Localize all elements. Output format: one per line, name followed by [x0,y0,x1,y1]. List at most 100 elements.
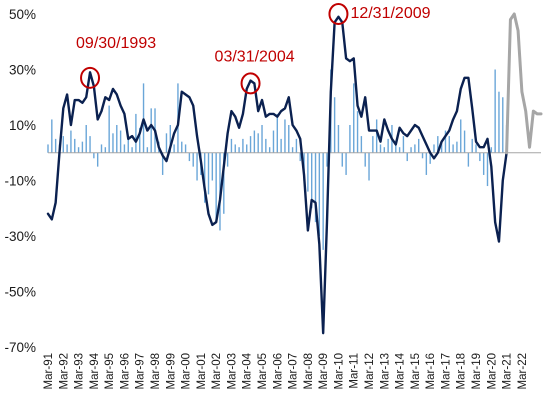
bar-31 [165,133,168,153]
bar-69 [311,152,313,209]
x-tick-label: Mar-15 [410,353,422,389]
bar-24 [139,127,141,153]
main-line [46,15,508,335]
bar-9 [81,141,84,153]
bar-54 [253,130,256,153]
x-tick-label: Mar-03 [226,353,238,389]
bar-44 [215,152,217,223]
bar-23 [135,113,137,153]
y-tick-label: -70% [4,340,36,355]
bar-38 [192,152,194,167]
bar-73 [326,152,328,167]
bar-76 [337,125,340,153]
bar-96 [414,144,416,153]
bar-99 [425,152,428,175]
bar-83 [364,152,366,167]
x-axis-tick-labels: Mar-91 Mar-92 Mar-93 Mar-94 Mar-95 Mar-96 Mar-… [43,352,529,389]
bar-15 [104,147,107,153]
bar-80 [353,83,355,153]
annotation-label: 09/30/1993 [76,35,156,52]
bar-101 [433,144,435,153]
bar-56 [261,125,263,153]
bar-11 [89,136,91,153]
bar-87 [379,144,382,153]
bar-107 [456,141,458,153]
y-tick-label: -50% [4,285,36,300]
bar-33 [173,144,175,153]
x-tick-label: Mar-18 [456,353,468,389]
bar-36 [184,144,187,153]
x-tick-label: Mar-02 [211,353,223,389]
bar-0 [47,144,49,153]
bar-8 [77,147,80,153]
bar-97 [418,138,420,153]
bar-37 [188,152,191,162]
y-tick-label: 10% [9,118,36,133]
x-tick-label: Mar-19 [471,353,483,389]
x-tick-label: Mar-17 [440,353,452,389]
x-tick-label: Mar-10 [333,353,345,389]
x-tick-label: Mar-93 [74,353,86,389]
bar-5 [66,144,68,153]
bar-111 [471,138,473,153]
bar-84 [368,152,370,181]
bar-78 [345,152,347,175]
bar-16 [108,105,110,153]
annotations: 09/30/1993 03/31/2004 12/31/2009 [76,3,431,95]
bar-63 [288,125,290,153]
bar-70 [314,152,317,223]
bar-35 [181,141,183,153]
bar-105 [448,136,450,153]
bar-55 [257,133,259,153]
bar-92 [398,147,401,153]
annotation-label: 12/31/2009 [350,5,430,22]
bar-110 [467,152,470,167]
bar-65 [295,138,298,153]
bar-2 [54,138,57,153]
bar-58 [268,147,271,153]
bar-64 [291,147,294,153]
bar-18 [116,125,118,153]
x-tick-label: Mar-13 [379,353,391,389]
bar-4 [62,136,64,153]
x-tick-label: Mar-04 [242,352,254,389]
bar-19 [119,130,122,153]
bar-7 [74,138,76,153]
bar-17 [112,133,114,153]
annotation-circle [328,3,349,25]
bar-109 [463,130,466,153]
bar-103 [440,141,443,153]
bar-91 [395,144,397,153]
bar-94 [406,152,408,162]
x-tick-label: Mar-94 [89,352,101,389]
x-tick-label: Mar-96 [119,353,131,389]
bar-114 [482,152,485,175]
x-tick-label: Mar-99 [165,353,177,389]
bar-85 [372,136,374,153]
bar-30 [161,152,164,175]
x-tick-label: Mar-00 [181,353,193,389]
bar-95 [410,147,412,153]
bar-119 [502,97,504,153]
x-tick-label: Mar-92 [58,353,70,389]
bar-52 [246,144,248,153]
bar-13 [96,152,99,167]
bar-25 [142,83,145,153]
bar-72 [322,152,324,250]
bar-68 [307,152,309,192]
y-tick-label: -30% [4,229,36,244]
bar-93 [402,136,405,153]
bar-108 [460,119,462,153]
y-tick-label: 30% [9,63,36,78]
x-tick-label: Mar-20 [486,353,498,389]
y-axis-tick-labels: 50% 30% 10% -10% -30% -50% -70% [4,7,36,355]
bar-32 [169,125,171,153]
bar-106 [452,144,454,153]
bar-48 [230,138,233,153]
x-tick-label: Mar-95 [104,353,116,389]
bar-57 [265,138,267,153]
bar-14 [100,144,103,153]
bar-6 [70,130,72,153]
annotation-circle [80,66,101,89]
